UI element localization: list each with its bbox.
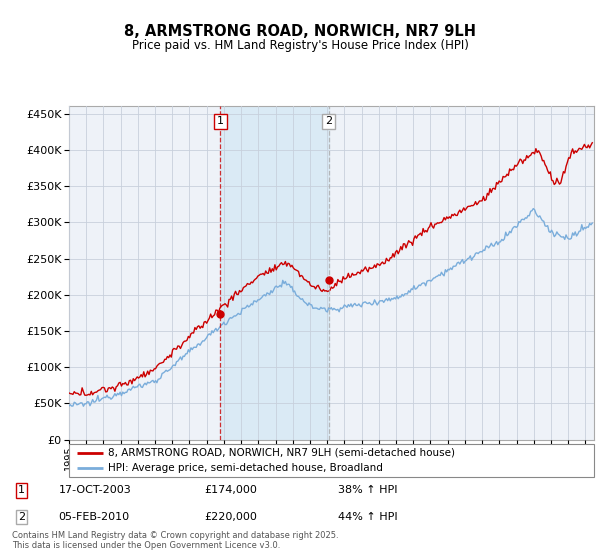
Text: 2: 2 <box>325 116 332 127</box>
Text: 8, ARMSTRONG ROAD, NORWICH, NR7 9LH (semi-detached house): 8, ARMSTRONG ROAD, NORWICH, NR7 9LH (sem… <box>109 447 455 458</box>
Bar <box>220 106 329 440</box>
Text: 8, ARMSTRONG ROAD, NORWICH, NR7 9LH: 8, ARMSTRONG ROAD, NORWICH, NR7 9LH <box>124 24 476 39</box>
Text: 05-FEB-2010: 05-FEB-2010 <box>59 512 130 522</box>
Text: 1: 1 <box>217 116 224 127</box>
Text: Contains HM Land Registry data © Crown copyright and database right 2025.
This d: Contains HM Land Registry data © Crown c… <box>12 531 338 550</box>
Text: 2: 2 <box>18 512 25 522</box>
Text: Price paid vs. HM Land Registry's House Price Index (HPI): Price paid vs. HM Land Registry's House … <box>131 39 469 52</box>
Text: 1: 1 <box>18 486 25 496</box>
Text: £174,000: £174,000 <box>204 486 257 496</box>
Text: 44% ↑ HPI: 44% ↑ HPI <box>338 512 398 522</box>
Text: 38% ↑ HPI: 38% ↑ HPI <box>338 486 397 496</box>
Text: 17-OCT-2003: 17-OCT-2003 <box>59 486 131 496</box>
Text: HPI: Average price, semi-detached house, Broadland: HPI: Average price, semi-detached house,… <box>109 463 383 473</box>
FancyBboxPatch shape <box>69 444 594 477</box>
Text: £220,000: £220,000 <box>204 512 257 522</box>
